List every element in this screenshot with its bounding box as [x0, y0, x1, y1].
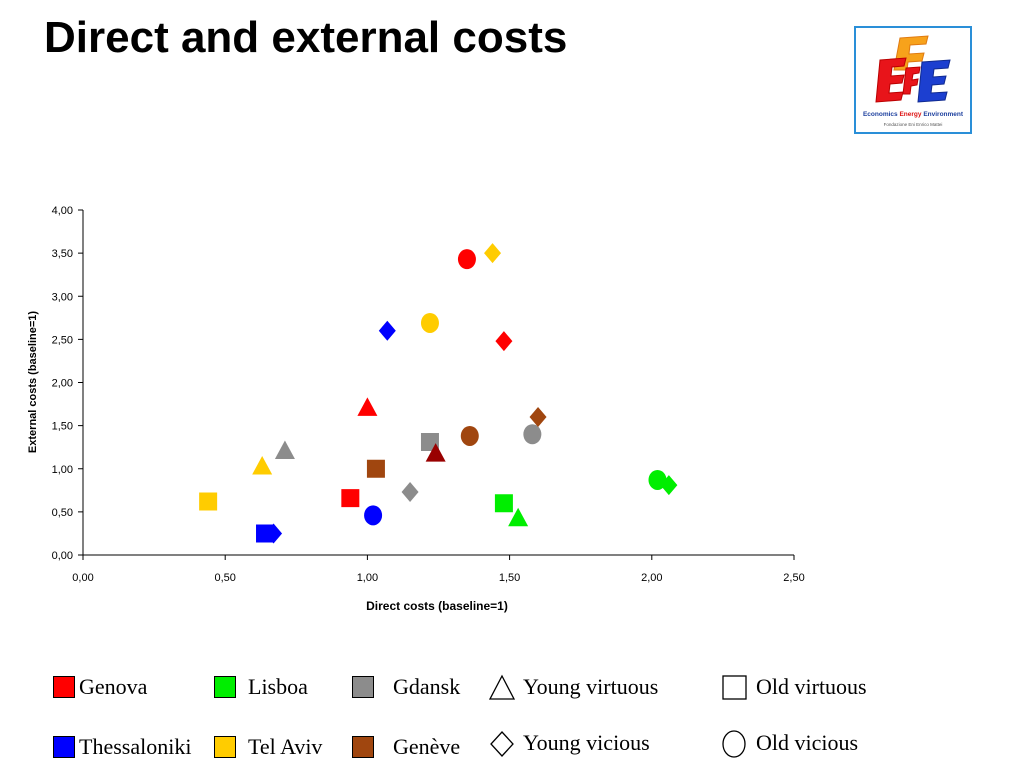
point-geneve-young-vicious [529, 407, 547, 427]
eee-logo-mark [875, 35, 951, 103]
legend-swatch-genova [53, 676, 75, 698]
point-thessaloniki-old-vicious [364, 505, 383, 526]
legend-triangle-icon [488, 674, 516, 700]
x-tick-label: 2,50 [783, 572, 804, 584]
y-tick-label: 1,00 [52, 464, 73, 476]
x-tick-label: 2,00 [641, 572, 662, 584]
legend-swatch-geneve [352, 736, 374, 758]
y-axis-label: External costs (baseline=1) [27, 311, 39, 453]
legend-label-lisboa: Lisboa [248, 674, 308, 699]
legend-label-young-vicious: Young vicious [523, 730, 650, 755]
x-tick-label: 1,00 [357, 572, 378, 584]
y-tick-label: 4,00 [52, 205, 73, 217]
x-tick-label: 0,50 [214, 572, 235, 584]
point-telaviv-old-vicious [420, 312, 439, 333]
legend-label-gdansk: Gdansk [393, 674, 461, 699]
point-lisboa-old-vicious [648, 469, 667, 490]
point-geneve-old-vicious [460, 425, 479, 446]
legend-label-thessaloniki: Thessaloniki [79, 734, 192, 759]
point-gdansk-young-vicious [401, 482, 419, 503]
legend-swatch-telaviv [214, 736, 236, 758]
slide-title: Direct and external costs [44, 13, 568, 62]
y-tick-label: 0,00 [52, 550, 73, 562]
legend-label-young-virtuous: Young virtuous [523, 674, 659, 699]
legend-diamond-icon [490, 731, 514, 757]
point-telaviv-young-vicious [484, 243, 502, 264]
legend-label-old-virtuous: Old virtuous [756, 674, 867, 699]
chart-axes: 0,00 0,50 1,00 1,50 2,00 2,50 0,00 0,50 1,00 1,50… [52, 205, 805, 584]
x-tick-label: 0,00 [72, 572, 93, 584]
y-tick-label: 3,50 [52, 248, 73, 260]
point-gdansk-young-virtuous [274, 440, 295, 459]
legend-label-old-vicious: Old vicious [756, 730, 859, 755]
point-telaviv-old-virtuous [199, 492, 218, 511]
legend-label-telaviv: Tel Aviv [248, 734, 323, 759]
y-tick-label: 0,50 [52, 507, 73, 519]
point-genova-old-vicious [457, 249, 476, 270]
point-telaviv-young-virtuous [252, 456, 273, 475]
point-thessaloniki-old-virtuous [256, 524, 275, 543]
point-genova-young-vicious [495, 331, 513, 352]
y-tick-label: 3,00 [52, 291, 73, 303]
logo-tagline-economics: Economics [862, 111, 898, 118]
x-tick-label: 1,50 [499, 572, 520, 584]
logo-tagline: Economics Energy Environment [856, 111, 970, 118]
point-darkred-young-virtuous [425, 443, 446, 462]
point-geneve-old-virtuous [366, 459, 385, 478]
y-tick-label: 2,00 [52, 378, 73, 390]
y-tick-label: 2,50 [52, 334, 73, 346]
logo-subtagline: Fondazione Eni Enrico Mattei [883, 122, 943, 127]
legend-label-genova: Genova [79, 674, 148, 699]
legend-square-icon [722, 675, 747, 700]
logo-tagline-energy: Energy [899, 111, 922, 118]
x-axis-label: Direct costs (baseline=1) [366, 599, 508, 613]
eee-logo: Economics Energy Environment Fondazione … [854, 26, 972, 134]
chart-points [199, 243, 678, 544]
y-tick-label: 1,50 [52, 421, 73, 433]
point-lisboa-old-virtuous [494, 494, 513, 513]
point-genova-old-virtuous [341, 489, 360, 508]
logo-tagline-environment: Environment [923, 111, 964, 118]
legend-swatch-lisboa [214, 676, 236, 698]
legend-circle-icon [722, 730, 746, 758]
point-lisboa-young-virtuous [508, 507, 529, 527]
legend-swatch-gdansk [352, 676, 374, 698]
scatter-chart: 0,00 0,50 1,00 1,50 2,00 2,50 0,00 0,50 1,00 1,50… [27, 205, 805, 613]
point-genova-young-virtuous [357, 397, 378, 416]
legend-label-geneve: Genève [393, 734, 461, 759]
point-thessaloniki-young-vicious [378, 320, 396, 341]
point-gdansk-old-vicious [523, 424, 542, 445]
legend-swatch-thessaloniki [53, 736, 75, 758]
